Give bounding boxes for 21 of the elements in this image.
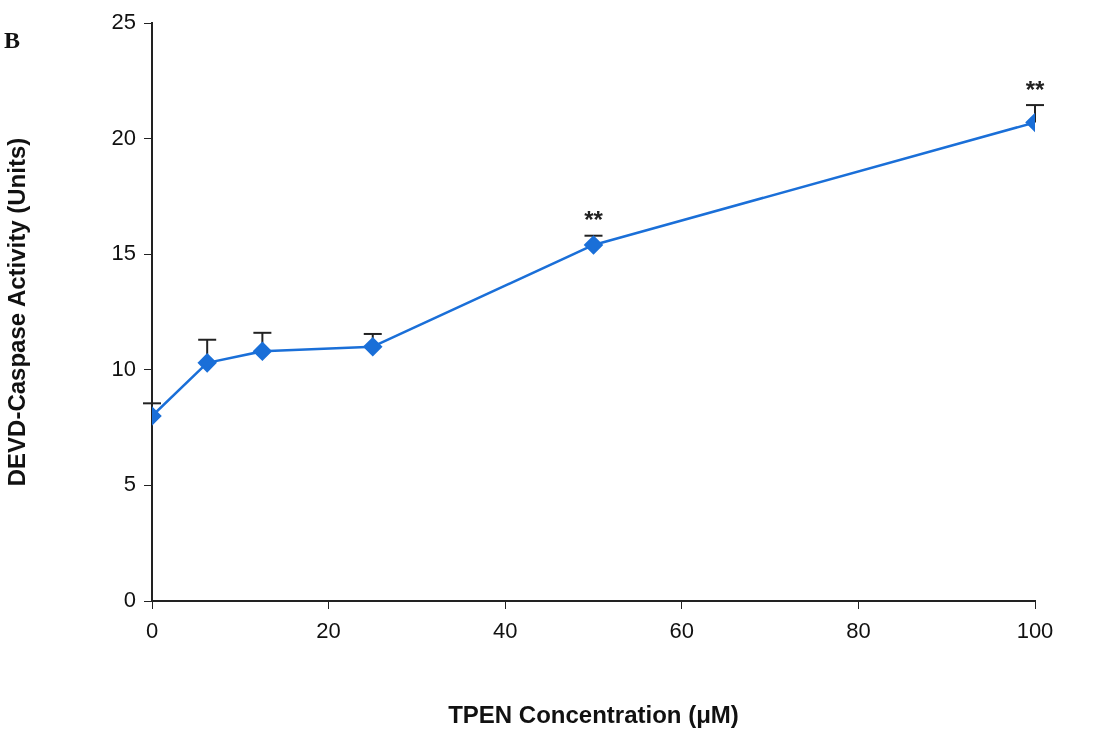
x-tick-label: 40 (492, 618, 518, 644)
y-tick-label: 5 (123, 471, 136, 497)
y-tick-label: 20 (111, 124, 136, 150)
y-tick-label: 10 (111, 355, 136, 381)
annotation: ** (1025, 75, 1045, 103)
point (584, 235, 603, 255)
x-axis-title: TPEN Concentration (μM) (448, 701, 739, 729)
y-tick-label: 15 (111, 240, 136, 266)
x-tick-label: 100 (1016, 618, 1054, 644)
x-tick-label: 0 (145, 618, 159, 644)
y-tick-label: 25 (111, 9, 136, 35)
y-tick-label: 0 (123, 587, 136, 613)
point (363, 337, 382, 356)
x-tick-label: 60 (669, 618, 695, 644)
y-axis-title: DEVD-Caspase Activity (Units) (3, 137, 31, 487)
annotation: ** (584, 206, 604, 234)
x-tick-label: 20 (316, 618, 341, 644)
point (253, 342, 272, 361)
text: B (4, 27, 21, 54)
x-tick-label: 80 (846, 618, 871, 644)
point (197, 353, 217, 373)
